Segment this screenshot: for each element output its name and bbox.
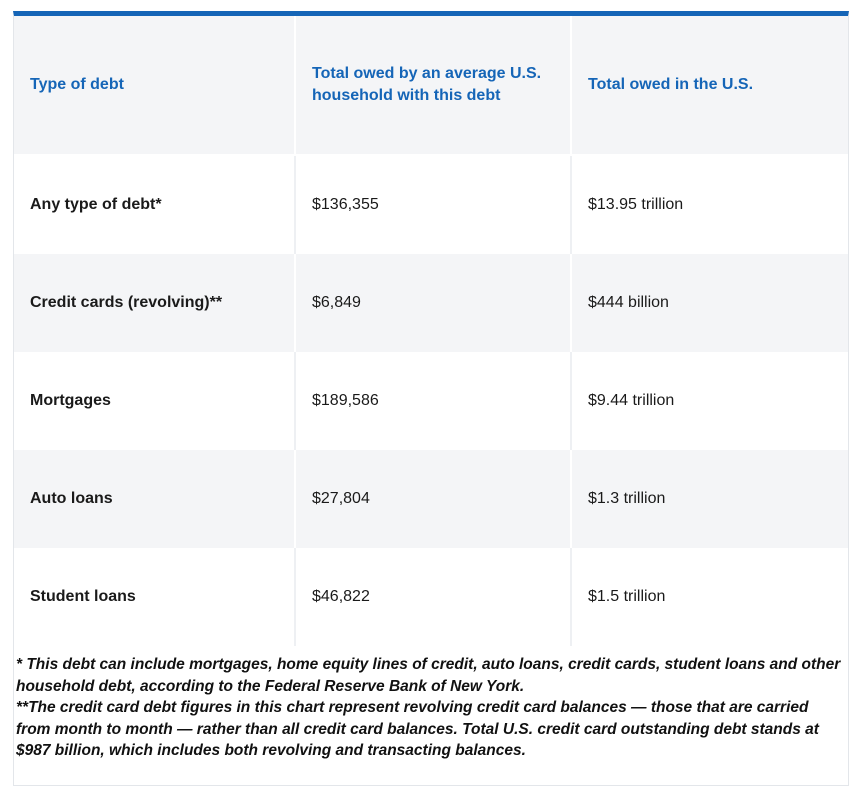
cell-household-owed: $136,355 — [296, 156, 572, 254]
cell-debt-type: Student loans — [14, 548, 296, 646]
table-row: Student loans $46,822 $1.5 trillion — [14, 548, 848, 646]
header-household-owed: Total owed by an average U.S. household … — [296, 16, 572, 156]
debt-table: Type of debt Total owed by an average U.… — [14, 16, 848, 646]
cell-total-owed: $1.5 trillion — [572, 548, 848, 646]
cell-household-owed: $27,804 — [296, 450, 572, 548]
cell-total-owed: $9.44 trillion — [572, 352, 848, 450]
cell-household-owed: $189,586 — [296, 352, 572, 450]
table-header-row: Type of debt Total owed by an average U.… — [14, 16, 848, 156]
header-type-of-debt: Type of debt — [14, 16, 296, 156]
cell-household-owed: $6,849 — [296, 254, 572, 352]
table-row: Auto loans $27,804 $1.3 trillion — [14, 450, 848, 548]
footnote-credit-card: **The credit card debt figures in this c… — [16, 699, 819, 759]
debt-table-container: Type of debt Total owed by an average U.… — [13, 11, 849, 786]
cell-total-owed: $1.3 trillion — [572, 450, 848, 548]
cell-debt-type: Mortgages — [14, 352, 296, 450]
table-row: Mortgages $189,586 $9.44 trillion — [14, 352, 848, 450]
cell-debt-type: Credit cards (revolving)** — [14, 254, 296, 352]
table-row: Any type of debt* $136,355 $13.95 trilli… — [14, 156, 848, 254]
cell-debt-type: Any type of debt* — [14, 156, 296, 254]
table-footnotes: * This debt can include mortgages, home … — [16, 654, 846, 762]
cell-total-owed: $444 billion — [572, 254, 848, 352]
header-total-owed-us: Total owed in the U.S. — [572, 16, 848, 156]
cell-total-owed: $13.95 trillion — [572, 156, 848, 254]
table-row: Credit cards (revolving)** $6,849 $444 b… — [14, 254, 848, 352]
footnote-any-debt: * This debt can include mortgages, home … — [16, 656, 841, 695]
cell-debt-type: Auto loans — [14, 450, 296, 548]
cell-household-owed: $46,822 — [296, 548, 572, 646]
